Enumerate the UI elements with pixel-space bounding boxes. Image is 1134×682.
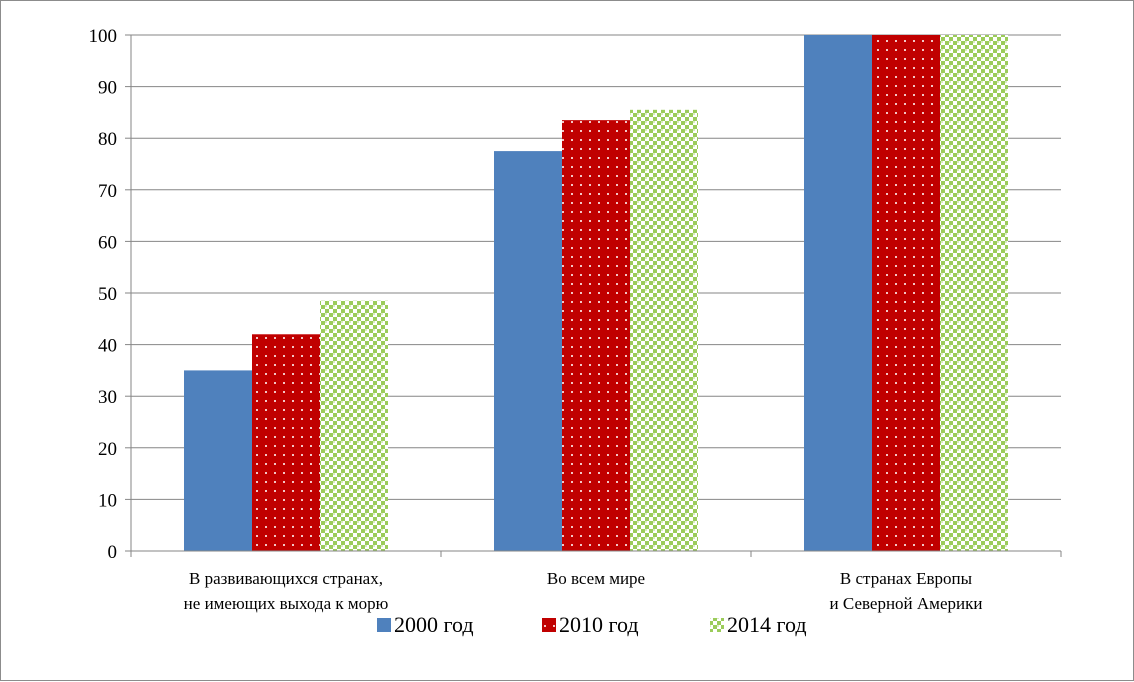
bar-2000-год-cat-0 xyxy=(184,370,252,551)
legend: 2000 год 2010 год 2014 год xyxy=(377,612,807,637)
axes xyxy=(125,34,1062,557)
legend-label: 2010 год xyxy=(559,612,639,637)
category-label-box xyxy=(757,561,1055,619)
bar-2000-год-cat-2 xyxy=(804,35,872,551)
y-tick-label: 10 xyxy=(98,490,117,511)
legend-swatch xyxy=(542,618,556,632)
bar-2010-год-cat-0 xyxy=(252,334,320,551)
bar-2014-год-cat-2 xyxy=(940,35,1008,551)
y-tick-label: 100 xyxy=(89,26,118,47)
category-label: В развивающихся странах, xyxy=(189,569,383,588)
category-label-box xyxy=(447,561,745,619)
y-tick-label: 80 xyxy=(98,129,117,150)
legend-label: 2000 год xyxy=(394,612,474,637)
y-tick-label: 70 xyxy=(98,181,117,202)
legend-label: 2014 год xyxy=(727,612,807,637)
bar-2014-год-cat-0 xyxy=(320,300,388,551)
bar-2000-год-cat-1 xyxy=(494,151,562,551)
category-label: В странах Европы xyxy=(840,569,973,588)
y-tick-label: 20 xyxy=(98,439,117,460)
bar-2014-год-cat-1 xyxy=(630,109,698,551)
y-tick-label: 90 xyxy=(98,78,117,99)
y-tick-label: 50 xyxy=(98,284,117,305)
bar-2010-год-cat-2 xyxy=(872,35,940,551)
bars xyxy=(184,35,1008,551)
y-tick-label: 0 xyxy=(108,542,118,563)
y-tick-label: 30 xyxy=(98,387,117,408)
y-tick-label: 60 xyxy=(98,232,117,253)
category-label: Во всем мире xyxy=(547,569,645,588)
legend-swatch xyxy=(377,618,391,632)
bar-2010-год-cat-1 xyxy=(562,120,630,551)
category-label: и Северной Америки xyxy=(830,594,983,613)
category-label: не имеющих выхода к морю xyxy=(184,594,389,613)
axis-labels: 0 10 20 30 40 50 60 70 80 90 100 В развивающихся ст… xyxy=(89,26,1055,619)
legend-swatch xyxy=(710,618,724,632)
y-tick-label: 40 xyxy=(98,336,117,357)
category-label-box xyxy=(137,561,435,619)
